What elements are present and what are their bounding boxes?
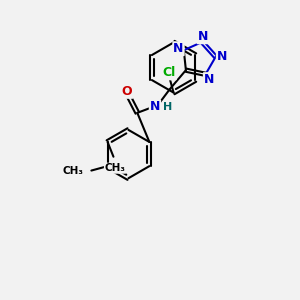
Text: O: O <box>122 85 132 98</box>
Text: Cl: Cl <box>163 66 176 80</box>
Text: N: N <box>197 30 208 43</box>
Text: N: N <box>173 42 184 55</box>
Text: N: N <box>217 50 227 63</box>
Text: CH₃: CH₃ <box>62 166 83 176</box>
Text: N: N <box>204 73 214 86</box>
Text: H: H <box>163 102 172 112</box>
Text: CH₃: CH₃ <box>104 163 125 173</box>
Text: N: N <box>150 100 160 113</box>
